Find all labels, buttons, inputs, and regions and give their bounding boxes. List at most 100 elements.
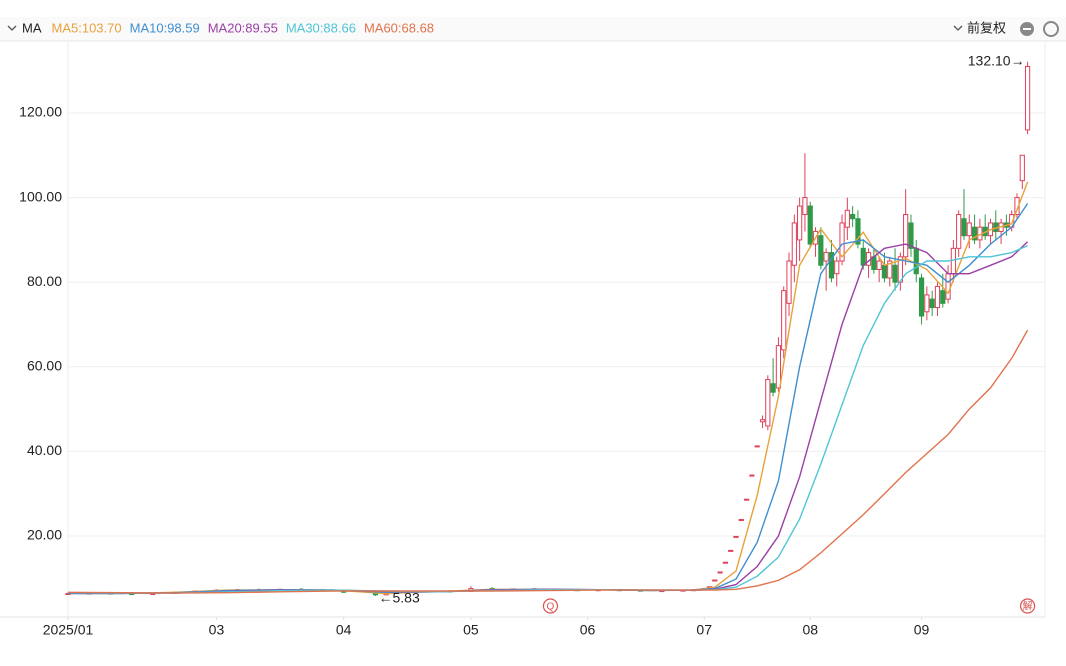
candle xyxy=(956,210,962,257)
event-marker xyxy=(542,598,559,614)
candle xyxy=(934,282,941,317)
candle-body xyxy=(839,222,845,262)
candle-body xyxy=(956,214,962,249)
candle-body xyxy=(1024,65,1031,131)
x-tick-label: 08 xyxy=(802,622,818,638)
candle-body xyxy=(802,197,808,216)
candle xyxy=(961,189,967,240)
legend-entry: MA60:68.68 xyxy=(364,20,434,35)
candle-body xyxy=(717,571,723,574)
candle-body xyxy=(818,235,824,266)
candle xyxy=(1024,61,1031,135)
candle-body xyxy=(934,285,941,309)
candle-body xyxy=(744,498,750,501)
candle xyxy=(940,273,946,308)
legend-entry: MA10:98.59 xyxy=(130,20,200,35)
x-tick-label: 05 xyxy=(463,622,479,638)
event-marker-label: 解 xyxy=(1023,600,1033,613)
candle-body xyxy=(828,252,835,279)
candle-body xyxy=(738,518,744,521)
candle-body xyxy=(855,218,861,245)
candle-body xyxy=(950,247,956,275)
adjust-mode[interactable]: 前复权 xyxy=(967,20,1006,35)
candle xyxy=(733,535,739,538)
candle-body xyxy=(860,247,866,266)
x-tick-label: 04 xyxy=(336,622,352,638)
candle xyxy=(966,214,972,249)
x-tick-label: 09 xyxy=(914,622,930,638)
candle-body xyxy=(887,260,893,279)
candle xyxy=(929,290,935,317)
indicator-name[interactable]: MA xyxy=(22,20,42,35)
candle-body xyxy=(913,247,919,275)
adjust-dropdown[interactable] xyxy=(953,25,963,31)
candle xyxy=(717,571,723,574)
price-annotation: ←5.83 xyxy=(378,590,419,606)
candle xyxy=(971,214,978,245)
candle xyxy=(908,214,914,257)
candle xyxy=(855,210,861,249)
candle-body xyxy=(791,222,797,266)
ma-line xyxy=(67,244,1028,594)
x-tick-label: 07 xyxy=(696,622,712,638)
candle xyxy=(834,256,840,287)
candle-body xyxy=(765,378,771,427)
settings-icon[interactable] xyxy=(1043,21,1059,37)
y-tick-label: 80.00 xyxy=(27,273,62,289)
candle-body xyxy=(775,345,782,389)
candle-body xyxy=(850,214,856,220)
candle-body xyxy=(881,264,888,279)
candle xyxy=(892,248,898,291)
x-tick-label: 2025/01 xyxy=(43,622,94,638)
candle-body xyxy=(754,445,760,448)
candle xyxy=(876,256,882,283)
candle xyxy=(775,337,782,393)
candle-body xyxy=(924,294,930,313)
candle xyxy=(818,227,824,270)
candle-body xyxy=(834,260,840,275)
candle xyxy=(749,474,755,477)
candle xyxy=(887,256,893,287)
price-annotation: 132.10→ xyxy=(968,53,1025,69)
candle-body xyxy=(722,561,729,564)
indicator-dropdown[interactable] xyxy=(7,25,17,31)
y-tick-label: 40.00 xyxy=(27,442,62,458)
candle-body xyxy=(797,205,803,241)
y-tick-label: 60.00 xyxy=(27,357,62,373)
candle-body xyxy=(961,218,967,237)
candle-body xyxy=(1019,154,1025,182)
candle xyxy=(802,153,808,232)
y-tick-label: 120.00 xyxy=(19,104,62,120)
candle-body xyxy=(908,222,914,249)
candle-body xyxy=(786,260,792,304)
candle-body xyxy=(945,273,951,300)
event-marker xyxy=(1019,598,1036,614)
x-tick-label: 06 xyxy=(580,622,596,638)
candle xyxy=(791,214,797,283)
y-tick-label: 20.00 xyxy=(27,527,62,543)
candle-body xyxy=(918,277,925,317)
candle-body xyxy=(823,252,829,262)
legend-entry: MA30:88.66 xyxy=(286,20,356,35)
candle xyxy=(786,252,792,317)
candle-body xyxy=(876,260,882,270)
legend-entry: MA20:89.55 xyxy=(208,20,278,35)
header-bar xyxy=(0,17,1066,41)
candle-body xyxy=(844,209,850,228)
candle xyxy=(781,286,787,359)
candle-body xyxy=(966,222,972,237)
candle-body xyxy=(728,549,734,552)
candle-body xyxy=(903,214,909,258)
y-tick-label: 100.00 xyxy=(19,188,62,204)
candle xyxy=(712,579,718,582)
candle xyxy=(903,189,909,266)
candle xyxy=(722,561,729,564)
candle xyxy=(728,549,734,552)
candle xyxy=(770,358,776,397)
candle-body xyxy=(770,383,776,393)
candle-body xyxy=(929,298,935,309)
candle xyxy=(844,197,850,240)
